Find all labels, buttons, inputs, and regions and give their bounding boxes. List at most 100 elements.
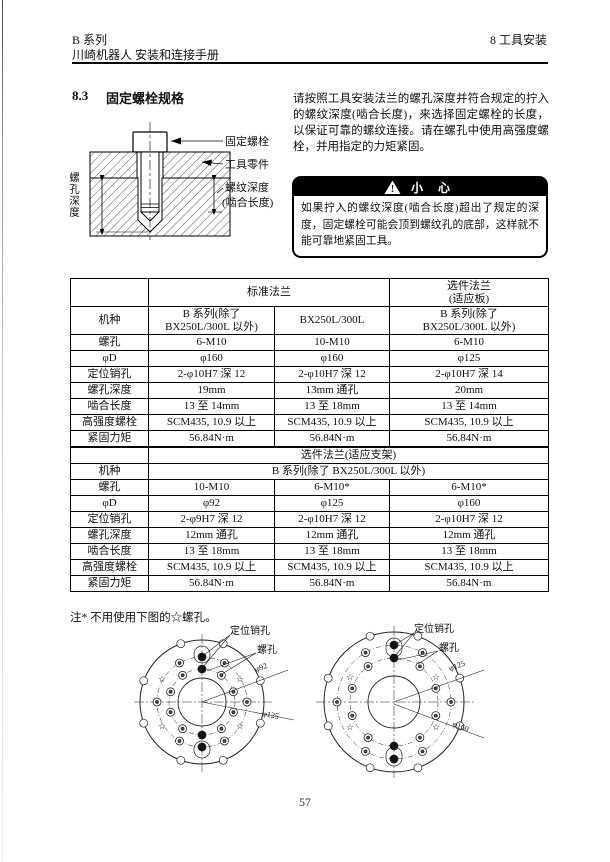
value-cell: 56.84N·m (148, 430, 275, 447)
value-cell: SCM435, 10.9 以上 (389, 414, 549, 431)
thread-depth-dimension (208, 174, 222, 216)
table-row: 紧固力矩 56.84N·m 56.84N·m 56.84N·m (70, 430, 549, 447)
row-label-cell: 螺孔深度 (70, 382, 149, 399)
section-number: 8.3 (72, 88, 89, 103)
tool-part-label: 工具零件 (225, 158, 269, 171)
value-cell: 13 至 18mm (274, 543, 390, 560)
value-cell: 10-M10 (274, 334, 390, 351)
group-header-option-bracket: 选件法兰(适应支架) (147, 447, 550, 464)
row-label-cell: 螺孔 (70, 479, 149, 496)
value-cell: φ160 (388, 495, 550, 512)
value-cell: 56.84N·m (388, 575, 550, 592)
table-row: 高强度螺栓 SCM435, 10.9 以上 SCM435, 10.9 以上 SCM43… (70, 414, 549, 431)
machine-cell: B 系列(除了 BX250L/300L 以外) (147, 463, 550, 480)
value-cell: 12mm 通孔 (388, 527, 550, 544)
row-label-cell: 定位销孔 (70, 511, 149, 528)
table-row: 螺孔 10-M10 6-M10* 6-M10* (70, 479, 550, 496)
caution-title: 小 心 (410, 180, 456, 195)
value-cell: 13 至 14mm (389, 398, 549, 415)
value-cell: 20mm (389, 382, 549, 399)
rim-notches (139, 639, 265, 765)
row-label-cell: 紧固力矩 (70, 575, 149, 592)
corner-cell (70, 278, 149, 307)
star-marks: ☆ ☆ ☆ ☆ (158, 674, 244, 731)
hole-depth-vertical-label: 螺孔深度 (68, 172, 79, 218)
svg-text:!: ! (391, 184, 394, 195)
corner-cell (70, 447, 149, 464)
screw-hole-label: 螺孔 (257, 644, 277, 656)
thread-depth-label: 螺纹深度 (225, 180, 269, 194)
warning-triangle-icon: ! (384, 180, 401, 195)
value-cell: 2-φ10H7 深 14 (389, 366, 549, 383)
screw-hole-label: 螺孔 (439, 642, 459, 654)
row-label-cell: φD (70, 495, 149, 512)
dim-label: φ160 (451, 719, 470, 733)
value-cell: SCM435, 10.9 以上 (388, 559, 550, 576)
value-cell: SCM435, 10.9 以上 (148, 414, 275, 431)
bolt-holes (332, 640, 456, 764)
table-row: φD φ160 φ160 φ125 (70, 350, 549, 367)
dimension-leaders (393, 669, 485, 739)
scan-edge-artifact (2, 0, 3, 862)
table-row: 机种 B 系列(除了 BX250L/300L 以外) BX250L/300L B… (70, 306, 549, 335)
machine-label-cell: 机种 (70, 306, 149, 335)
caution-body: 如果拧入的螺纹深度(啮合长度)超出了规定的深度，固定螺栓可能会顶到螺纹孔的底部，… (301, 202, 539, 247)
hole-depth-dimension (96, 174, 148, 236)
bolt-diagram-callouts: 固定螺栓 工具零件 螺纹深度 (啮合长度) (171, 134, 274, 209)
dim-label: φ125 (262, 709, 280, 721)
dimension-leaders (201, 669, 295, 721)
row-label-cell: 高强度螺栓 (70, 414, 149, 431)
value-cell: 2-φ9H7 深 12 (148, 511, 275, 528)
svg-text:☆: ☆ (346, 672, 354, 682)
page-number: 57 (299, 795, 311, 809)
flange-diagram-right: ☆☆ ☆☆ φ125 φ160 定位销孔 螺孔 (316, 622, 485, 778)
value-cell: φ125 (389, 350, 549, 367)
svg-text:☆: ☆ (236, 674, 244, 684)
value-cell: 6-M10* (388, 479, 550, 496)
svg-text:☆: ☆ (432, 672, 440, 682)
value-cell: 6-M10 (389, 334, 549, 351)
table-row: 机种 B 系列(除了 BX250L/300L 以外) (70, 463, 550, 480)
value-cell: 19mm (148, 382, 275, 399)
value-cell: 56.84N·m (274, 575, 390, 592)
machine-label-cell: 机种 (70, 463, 149, 480)
table-row: 定位销孔 2-φ9H7 深 12 2-φ10H7 深 12 2-φ10H7 深 12 (70, 511, 550, 528)
hole-callouts (202, 634, 257, 675)
value-cell: 2-φ10H7 深 12 (388, 511, 550, 528)
flange-diagram-left: ☆ ☆ ☆ ☆ φ92 φ125 定位销孔 螺孔 (134, 624, 295, 772)
bolt-section-diagram: 固定螺栓 工具零件 螺纹深度 (啮合长度) (89, 122, 274, 240)
value-cell: 12mm 通孔 (148, 527, 275, 544)
table-row: 高强度螺栓 SCM435, 10.9 以上 SCM435, 10.9 以上 SCM43… (70, 559, 550, 576)
value-cell: SCM435, 10.9 以上 (148, 559, 275, 576)
table-row: φD φ92 φ125 φ160 (70, 495, 550, 512)
value-cell: 13 至 18mm (388, 543, 550, 560)
group-header-standard: 标准法兰 (148, 278, 390, 307)
footnote: 注* 不用使用下图的☆螺孔。 (70, 612, 217, 624)
rim-notches (323, 631, 465, 773)
header-series: B 系列 (72, 33, 108, 47)
value-cell: φ92 (148, 495, 275, 512)
option-flange-table: 选件法兰(适应支架) 机种 B 系列(除了 BX250L/300L 以外) 螺孔… (70, 447, 550, 592)
table-row: 紧固力矩 56.84N·m 56.84N·m 56.84N·m (70, 575, 550, 592)
table-row: 选件法兰(适应支架) (70, 447, 550, 464)
value-cell: 10-M10 (148, 479, 275, 496)
table-row: 螺孔 6-M10 10-M10 6-M10 (70, 334, 549, 351)
intro-paragraph: 请按照工具安装法兰的螺孔深度并符合规定的拧入的螺纹深度(啮合长度)，来选择固定螺… (293, 93, 549, 153)
value-cell: 13 至 18mm (274, 398, 390, 415)
fixing-bolt-label: 固定螺栓 (225, 134, 269, 148)
value-cell: 56.84N·m (389, 430, 549, 447)
svg-text:☆: ☆ (346, 722, 354, 732)
hole-callouts (394, 632, 439, 665)
standard-flange-table: 标准法兰 选件法兰 (适应板) 机种 B 系列(除了 BX250L/300L 以… (70, 278, 549, 447)
caution-box: ! 小 心 如果拧入的螺纹深度(啮合长度)超出了规定的深度，固定螺栓可能会顶到螺… (292, 176, 548, 258)
table-row: 啮合长度 13 至 14mm 13 至 18mm 13 至 14mm (70, 398, 549, 415)
table-row: 螺孔深度 12mm 通孔 12mm 通孔 12mm 通孔 (70, 527, 550, 544)
row-label-cell: 紧固力矩 (70, 430, 149, 447)
value-cell: SCM435, 10.9 以上 (274, 414, 390, 431)
value-cell: 13 至 18mm (148, 543, 275, 560)
value-cell: 56.84N·m (274, 430, 390, 447)
machine-cell: B 系列(除了 BX250L/300L 以外) (148, 306, 275, 335)
svg-text:☆: ☆ (236, 721, 244, 731)
pin-holes (197, 652, 207, 752)
flange-hatched-block (89, 177, 231, 237)
